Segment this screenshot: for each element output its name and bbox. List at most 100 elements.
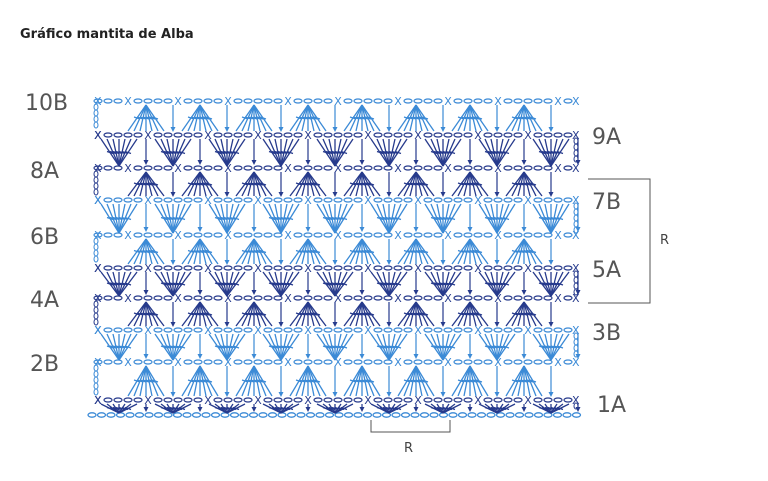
dc-bar — [322, 345, 330, 349]
chain — [553, 132, 563, 138]
dc-bar — [244, 249, 252, 254]
sc: X — [394, 229, 402, 242]
dc-bar — [421, 312, 429, 316]
sc: X — [304, 194, 312, 207]
dc-bar — [115, 345, 123, 349]
dc-bar — [358, 249, 366, 254]
chain — [191, 412, 202, 418]
dc-bar — [436, 345, 444, 349]
chain — [103, 132, 113, 138]
chain — [513, 165, 523, 171]
chain — [493, 197, 503, 203]
dc-bar — [403, 379, 411, 383]
dc-bar — [523, 379, 531, 383]
chain — [513, 197, 523, 203]
chain — [543, 197, 553, 203]
dc-bar — [340, 345, 348, 349]
dc-bar — [448, 216, 456, 221]
dc-bar — [490, 150, 498, 155]
dc-bar — [307, 116, 315, 120]
dc-bar — [313, 249, 321, 254]
chain — [413, 98, 423, 104]
dc-bar — [274, 150, 282, 155]
chain — [433, 132, 443, 138]
dc-bar — [178, 406, 186, 411]
dc-bar — [106, 150, 114, 155]
dc-bar — [475, 116, 483, 120]
dc-bar — [304, 182, 312, 186]
chain — [403, 295, 413, 301]
dc-bar — [256, 182, 264, 186]
chain — [353, 232, 363, 238]
chain — [373, 295, 383, 301]
dc-bar — [409, 379, 417, 383]
chain — [243, 359, 253, 365]
dc-bar — [328, 150, 336, 155]
sc: X — [174, 229, 182, 242]
dc-bar — [124, 345, 132, 349]
dc-bar — [313, 379, 321, 383]
chain — [423, 265, 433, 271]
dc-bar — [502, 282, 510, 286]
chain — [363, 232, 373, 238]
dc-bar — [364, 312, 372, 316]
arrow-head — [305, 407, 311, 412]
dc-bar — [376, 406, 384, 411]
dc-bar — [166, 216, 174, 221]
sc: X — [204, 394, 212, 407]
dc-bar — [517, 379, 525, 383]
dc-bar — [214, 345, 222, 349]
arrow-head — [575, 160, 581, 165]
chain — [483, 359, 493, 365]
chain — [483, 327, 493, 333]
dc-bar — [502, 216, 510, 221]
dc-bar — [142, 182, 150, 186]
dc-bar — [214, 150, 222, 155]
arrow-head — [197, 354, 203, 359]
chain — [239, 412, 249, 418]
chain — [313, 265, 323, 271]
chain — [483, 295, 493, 301]
dc-bar — [277, 282, 285, 286]
dc-bar — [409, 312, 417, 316]
chain — [543, 232, 553, 238]
stitches: X X X X X X X X X X X X X X X X X X X X X X X X X X X X X X X X X X X X X X X X… — [87, 95, 582, 418]
chain — [133, 132, 143, 138]
dc-bar — [490, 216, 498, 221]
sc: X — [254, 194, 262, 207]
arrow-head — [386, 127, 392, 132]
dc-bar — [475, 312, 483, 316]
sc: X — [334, 95, 342, 108]
chain — [403, 232, 413, 238]
arrow-head — [278, 127, 284, 132]
dc-bar — [271, 150, 279, 155]
chain — [503, 197, 513, 203]
dc-bar — [472, 182, 480, 186]
arrow-head — [332, 392, 338, 397]
chain — [133, 295, 143, 301]
chain — [163, 295, 173, 301]
dc-bar — [340, 282, 348, 286]
dc-bar — [472, 249, 480, 254]
chain — [313, 359, 323, 365]
dc-bar — [361, 182, 369, 186]
chain — [533, 132, 543, 138]
dc-bar — [322, 406, 330, 411]
chain — [353, 327, 363, 333]
dc-bar — [325, 216, 333, 221]
chain — [193, 295, 203, 301]
chain — [533, 397, 543, 403]
chain — [443, 132, 453, 138]
dc-bar — [172, 216, 180, 221]
chain — [223, 265, 233, 271]
chain — [552, 412, 563, 418]
dc-bar — [523, 249, 531, 254]
dc-bar — [430, 150, 438, 155]
dc-bar — [433, 282, 441, 286]
sc: X — [284, 356, 292, 369]
dc-bar — [247, 312, 255, 316]
dc-bar — [352, 249, 360, 254]
dc-bar — [136, 312, 144, 316]
arrow-head — [467, 407, 473, 412]
dc-bar — [310, 182, 318, 186]
